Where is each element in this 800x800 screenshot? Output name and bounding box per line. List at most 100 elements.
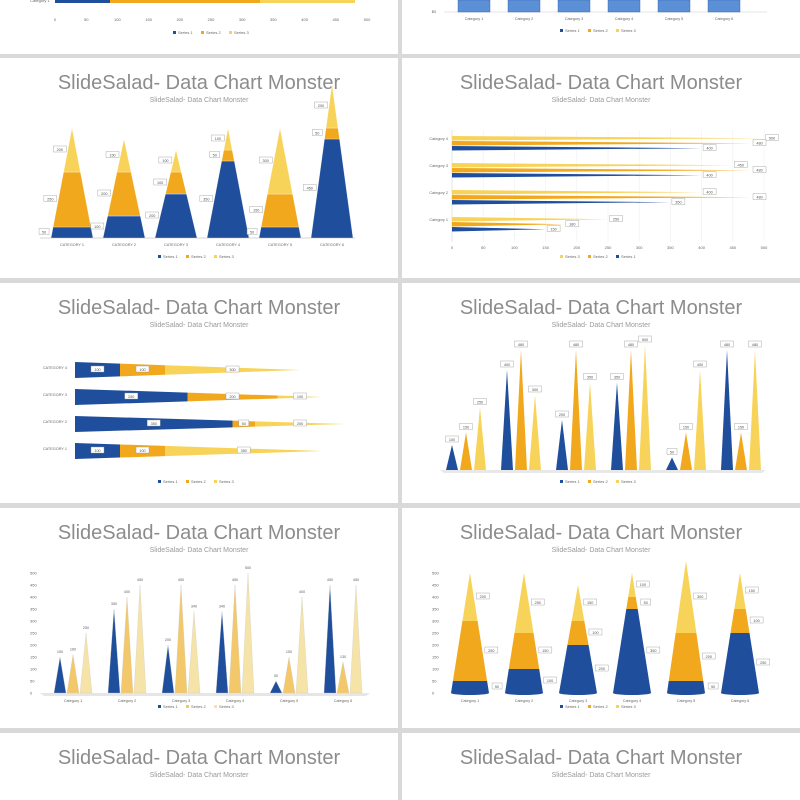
data-label: 450 [353,578,359,582]
y-tick-label: 500 [30,571,37,576]
category-label: Category 4 [623,699,642,703]
category-label: CATEGORY 2 [43,420,67,424]
slide-7: SlideSalad- Data Chart Monster SlideSala… [0,508,398,728]
data-label: 350 [151,422,157,426]
x-tick-label: 300 [239,17,246,22]
cone-bar [452,168,752,173]
cone-base [667,691,705,695]
category-label: Category 2 [429,191,448,195]
y-tick-label: 400 [432,595,439,600]
legend-swatch [560,480,563,483]
slide-title: SlideSalad- Data Chart Monster [459,72,743,94]
cone-segment [730,609,750,633]
legend-entry: Series 3 [219,479,234,484]
cone [625,350,637,470]
cone-segment [571,585,585,621]
data-label: 450 [232,578,238,582]
data-label-box [734,423,748,430]
data-label-box [756,658,770,666]
legend-swatch [186,480,189,483]
cone [282,656,296,694]
data-label-box [609,215,623,222]
legend-entry: Series 2 [593,479,608,484]
cone [556,420,568,470]
slide-8: SlideSalad- Data Chart Monster SlideSala… [402,508,800,728]
x-tick-label: 250 [605,245,612,250]
pyramid-segment [50,226,94,239]
pyramid-segment [260,193,300,228]
data-label: 100 [94,368,100,372]
legend-entry: Series 1 [163,704,178,709]
category-label: CATEGORY 1 [60,243,84,247]
data-label: 200 [229,395,235,399]
x-tick-label: 300 [636,245,643,250]
data-label-box [209,151,220,158]
box-series [707,0,741,13]
legend-entry: Series 2 [191,479,206,484]
pyramid-segment [206,160,250,239]
data-label: 350 [203,197,209,201]
cone-bar [452,141,752,146]
x-tick-label: 100 [511,245,518,250]
data-label-box [679,423,693,430]
y-tick-label: 50 [30,679,35,684]
data-label: 400 [697,363,703,367]
data-label-box [528,385,542,393]
data-label-box [145,211,159,219]
data-label: 250 [83,626,89,630]
pyramid-segment [107,171,141,217]
data-label: 100 [640,583,646,587]
y-tick-label: 0 [30,691,33,696]
data-label: 500 [245,566,251,570]
slide-title: SlideSalad- Data Chart Monster [57,72,341,94]
legend-entry: Series 3 [621,28,636,33]
cone-base [559,691,597,695]
data-label: 450 [137,578,143,582]
y-tick-label: 200 [30,643,37,648]
data-label-box [702,652,716,660]
data-label: 200 [297,422,303,426]
category-label: Category 4 [429,137,448,141]
data-label: 150 [738,425,744,429]
data-label-box [720,340,734,348]
pyramid-segment [221,149,235,162]
data-label-box [90,446,105,454]
data-label: 150 [749,589,755,593]
data-label: 400 [706,173,712,177]
data-label: 350 [675,200,681,204]
data-label: 100 [157,181,163,185]
cone-base [451,691,489,695]
legend-swatch [214,480,217,483]
slide-5: SlideSalad- Data Chart Monster SlideSala… [0,283,398,503]
category-label: Category 5 [677,699,696,703]
pyramid-segment [310,138,354,239]
x-tick-label: 450 [332,17,339,22]
cone-segment [462,573,478,621]
data-label: 400 [124,590,130,594]
data-label-box [745,586,759,594]
data-label: 200 [318,104,324,108]
data-label-box [640,598,651,606]
cone-segment [505,669,543,693]
chart-horizontal-bar-top: Category 1 0 50 100 150 200 250 300 350 400 450 500… [30,0,371,35]
data-label: 50 [644,601,648,605]
data-label: 150 [57,650,63,654]
data-label-box [752,139,767,146]
cone-bar [452,173,702,178]
legend-swatch [616,480,619,483]
category-label: CATEGORY 6 [320,243,344,247]
pyramid-segment [223,127,233,151]
cone [749,350,761,470]
data-label: 500 [642,338,648,342]
data-label-box [565,220,580,227]
cone [735,432,747,470]
data-label: 100 [753,619,759,623]
cone [460,432,472,470]
data-label: 100 [94,449,100,453]
data-label: 150 [253,208,259,212]
data-label-box [583,373,597,380]
data-label: 50 [274,674,278,678]
legend-swatch [186,255,189,258]
data-label: 150 [550,227,556,231]
data-label: 450 [307,186,313,190]
